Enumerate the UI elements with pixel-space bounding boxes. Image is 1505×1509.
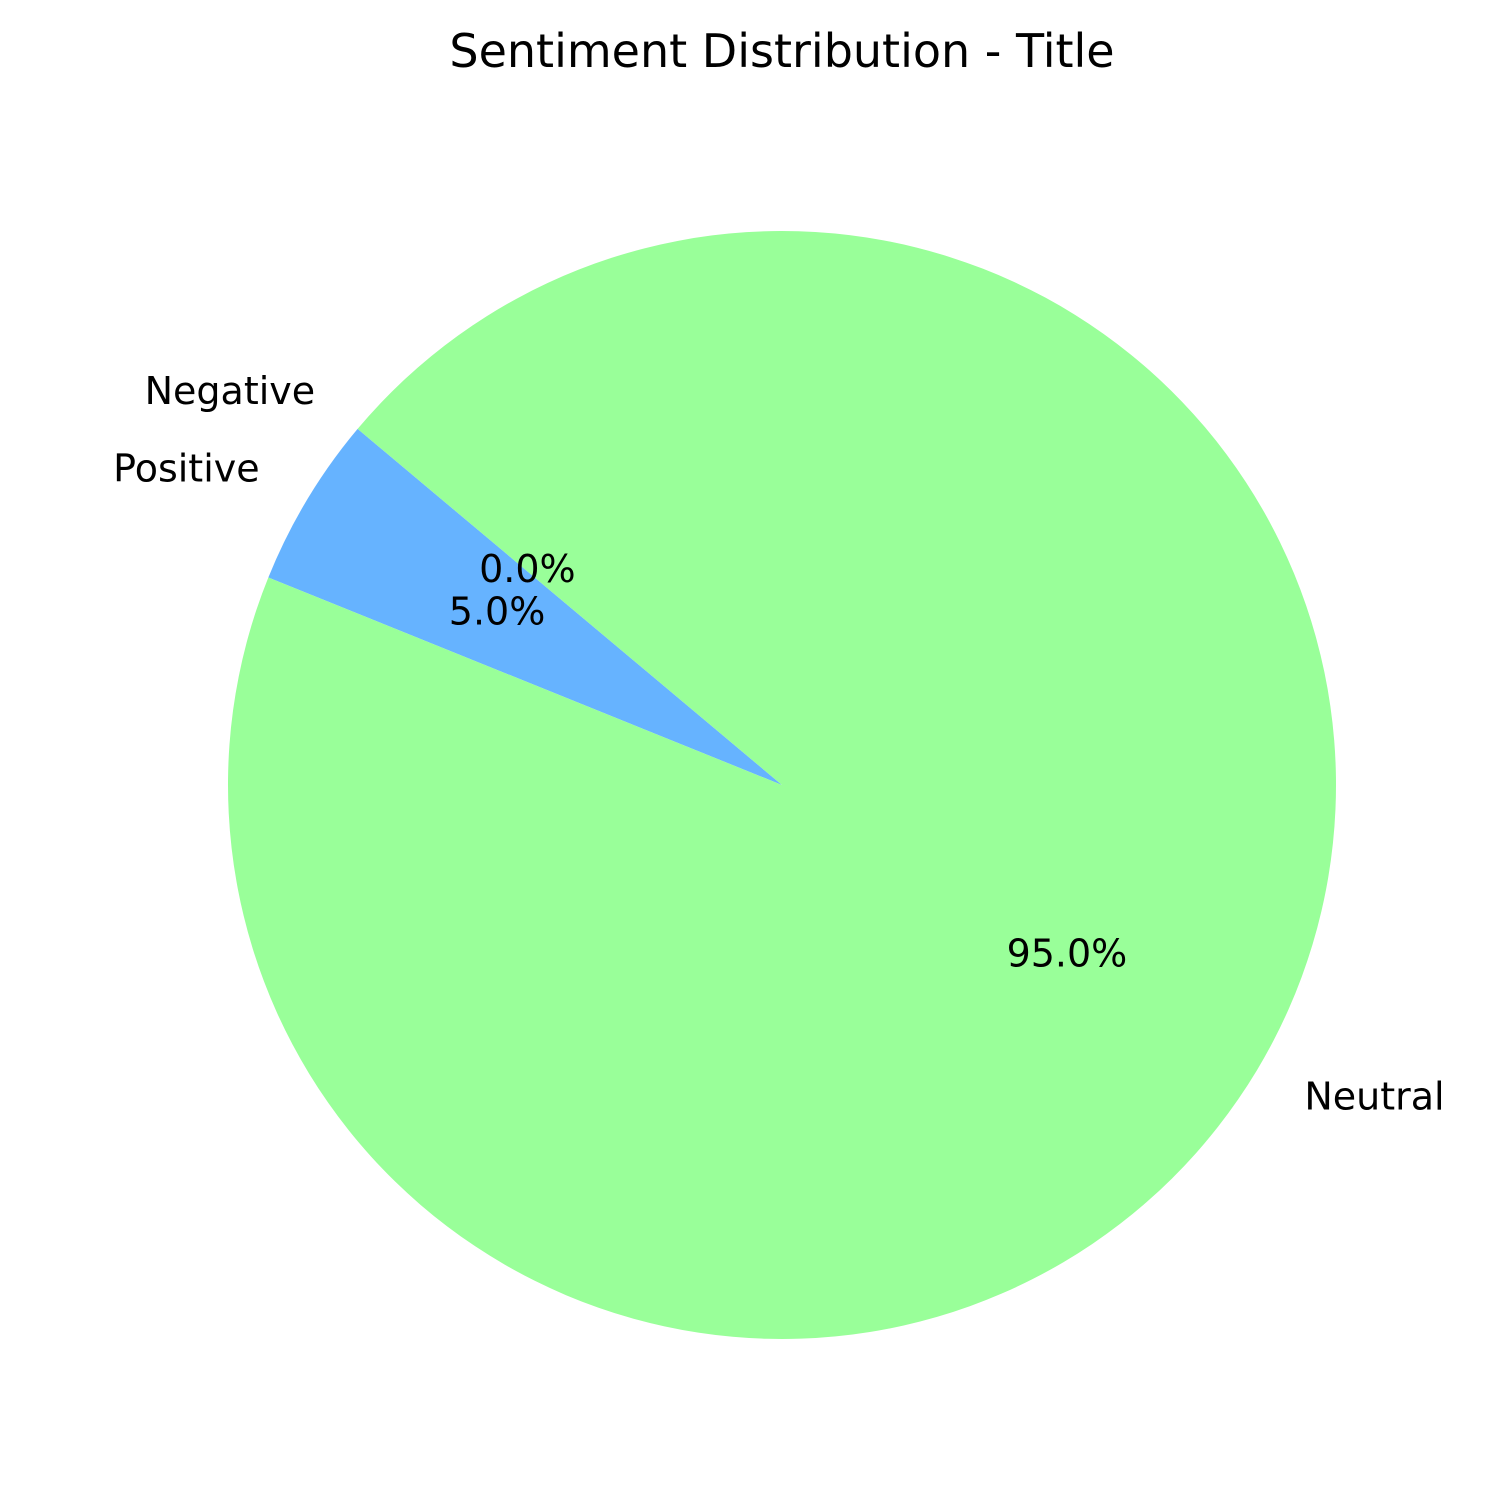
pie-slices [227, 231, 1336, 1340]
slice-label-negative: Negative [145, 369, 316, 413]
pie-slice-positive [268, 428, 782, 785]
slice-percent-neutral: 95.0% [1007, 932, 1128, 976]
pie-labels: Positive 5.0% Neutral 95.0% Negative 0.0% [113, 369, 1444, 1119]
slice-label-positive: Positive [113, 447, 260, 491]
chart-title: Sentiment Distribution - Title [449, 24, 1114, 78]
slice-percent-positive: 5.0% [449, 589, 546, 633]
slice-label-neutral: Neutral [1304, 1074, 1444, 1118]
slice-percent-negative: 0.0% [479, 547, 576, 591]
pie-slice-neutral [227, 231, 1336, 1340]
